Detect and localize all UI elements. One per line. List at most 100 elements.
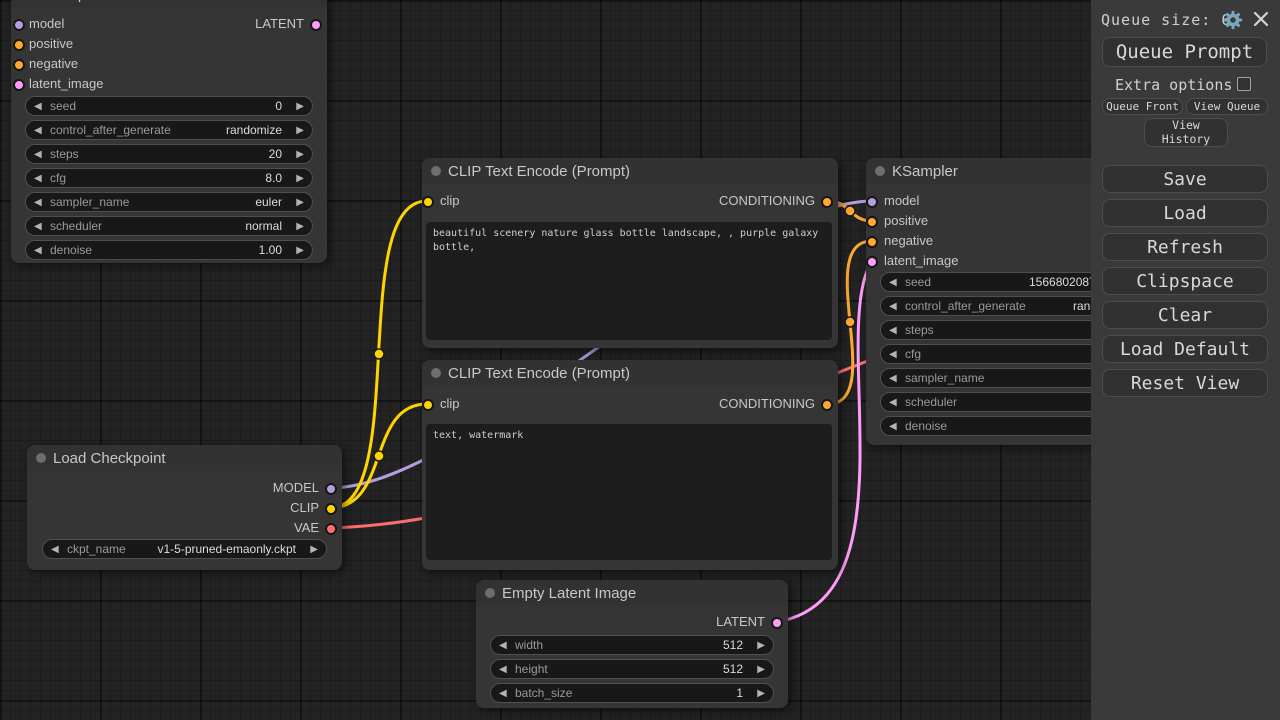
output-port-clip[interactable]: CLIP: [27, 498, 342, 518]
decrement-arrow-icon[interactable]: ◀: [34, 245, 42, 256]
decrement-arrow-icon[interactable]: ◀: [889, 325, 897, 336]
decrement-arrow-icon[interactable]: ◀: [34, 149, 42, 160]
increment-arrow-icon[interactable]: ▶: [296, 197, 304, 208]
decrement-arrow-icon[interactable]: ◀: [34, 125, 42, 136]
decrement-arrow-icon[interactable]: ◀: [34, 101, 42, 112]
output-port-model[interactable]: MODEL: [27, 478, 342, 498]
widget-cfg[interactable]: ◀ cfg 8.0 ▶: [25, 168, 313, 188]
port-dot[interactable]: [821, 399, 833, 411]
decrement-arrow-icon[interactable]: ◀: [889, 349, 897, 360]
clipspace-button[interactable]: Clipspace: [1102, 267, 1268, 295]
output-port-latent[interactable]: LATENT: [476, 612, 788, 632]
widget-ckpt-name[interactable]: ◀ ckpt_name v1-5-pruned-emaonly.ckpt ▶: [42, 539, 327, 559]
widget-height[interactable]: ◀ height 512 ▶: [490, 659, 774, 679]
decrement-arrow-icon[interactable]: ◀: [51, 544, 59, 555]
output-port-conditioning[interactable]: CONDITIONING: [422, 394, 838, 414]
port-dot[interactable]: [325, 503, 337, 515]
decrement-arrow-icon[interactable]: ◀: [499, 640, 507, 651]
output-port-vae[interactable]: VAE: [27, 518, 342, 538]
prompt-textarea[interactable]: beautiful scenery nature glass bottle la…: [426, 222, 832, 340]
increment-arrow-icon[interactable]: ▶: [757, 640, 765, 651]
increment-arrow-icon[interactable]: ▶: [296, 173, 304, 184]
queue-prompt-button[interactable]: Queue Prompt: [1102, 37, 1267, 67]
decrement-arrow-icon[interactable]: ◀: [34, 173, 42, 184]
increment-arrow-icon[interactable]: ▶: [296, 125, 304, 136]
decrement-arrow-icon[interactable]: ◀: [889, 277, 897, 288]
node-title-bar[interactable]: Load Checkpoint: [27, 445, 342, 471]
widget-width[interactable]: ◀ width 512 ▶: [490, 635, 774, 655]
load-default-button[interactable]: Load Default: [1102, 335, 1268, 363]
widget-sampler-name[interactable]: ◀ sampler_name euler ▶: [25, 192, 313, 212]
increment-arrow-icon[interactable]: ▶: [757, 664, 765, 675]
prompt-textarea[interactable]: text, watermark: [426, 424, 832, 560]
widget-seed[interactable]: ◀ seed 1566802087 ▶: [880, 272, 1154, 292]
input-port-model[interactable]: model: [11, 14, 327, 34]
port-dot[interactable]: [866, 256, 878, 268]
widget-seed[interactable]: ◀ seed 0 ▶: [25, 96, 313, 116]
port-dot[interactable]: [13, 79, 25, 91]
decrement-arrow-icon[interactable]: ◀: [499, 664, 507, 675]
clear-button[interactable]: Clear: [1102, 301, 1268, 329]
save-button[interactable]: Save: [1102, 165, 1268, 193]
port-dot[interactable]: [771, 617, 783, 629]
input-port-latent-image[interactable]: latent_image: [11, 74, 327, 94]
port-dot[interactable]: [13, 19, 25, 31]
output-port-latent[interactable]: LATENT: [11, 14, 327, 34]
node-title-bar[interactable]: KSampler: [11, 0, 327, 7]
decrement-arrow-icon[interactable]: ◀: [889, 421, 897, 432]
port-dot[interactable]: [325, 523, 337, 535]
node-empty-latent-image[interactable]: Empty Latent Image LATENT ◀ width 512 ▶ …: [476, 580, 788, 708]
decrement-arrow-icon[interactable]: ◀: [889, 397, 897, 408]
input-port-positive[interactable]: positive: [11, 34, 327, 54]
load-button[interactable]: Load: [1102, 199, 1268, 227]
widget-steps[interactable]: ◀ steps 20 ▶: [25, 144, 313, 164]
port-dot[interactable]: [866, 216, 878, 228]
queue-front-button[interactable]: Queue Front: [1102, 98, 1183, 115]
decrement-arrow-icon[interactable]: ◀: [34, 197, 42, 208]
port-dot[interactable]: [13, 59, 25, 71]
widget-control-after-generate[interactable]: ◀ control_after_generate randomize ▶: [25, 120, 313, 140]
node-load-checkpoint[interactable]: Load Checkpoint MODEL CLIP VAE ◀ ckpt_na…: [27, 445, 342, 570]
view-history-button[interactable]: View History: [1144, 118, 1228, 147]
node-title-bar[interactable]: CLIP Text Encode (Prompt): [422, 360, 838, 386]
port-label: positive: [884, 213, 929, 228]
widget-label: seed: [50, 99, 77, 113]
node-ksampler-left[interactable]: KSampler model positive negative latent_…: [11, 0, 327, 263]
increment-arrow-icon[interactable]: ▶: [310, 544, 318, 555]
increment-arrow-icon[interactable]: ▶: [296, 221, 304, 232]
decrement-arrow-icon[interactable]: ◀: [889, 373, 897, 384]
widget-denoise[interactable]: ◀ denoise 1.00 ▶: [25, 240, 313, 260]
increment-arrow-icon[interactable]: ▶: [296, 149, 304, 160]
link-dot[interactable]: [373, 348, 385, 360]
increment-arrow-icon[interactable]: ▶: [296, 245, 304, 256]
decrement-arrow-icon[interactable]: ◀: [889, 301, 897, 312]
link-dot[interactable]: [844, 316, 856, 328]
node-title-bar[interactable]: Empty Latent Image: [476, 580, 788, 606]
close-icon[interactable]: [1253, 11, 1269, 27]
view-queue-button[interactable]: View Queue: [1186, 98, 1268, 115]
increment-arrow-icon[interactable]: ▶: [757, 688, 765, 699]
output-port-conditioning[interactable]: CONDITIONING: [422, 191, 838, 211]
refresh-button[interactable]: Refresh: [1102, 233, 1268, 261]
widget-scheduler[interactable]: ◀ scheduler normal ▶: [25, 216, 313, 236]
link-dot[interactable]: [844, 205, 856, 217]
widget-batch-size[interactable]: ◀ batch_size 1 ▶: [490, 683, 774, 703]
node-title-bar[interactable]: CLIP Text Encode (Prompt): [422, 158, 838, 184]
node-clip-text-encode-negative[interactable]: CLIP Text Encode (Prompt) clip CONDITION…: [422, 360, 838, 570]
reset-view-button[interactable]: Reset View: [1102, 369, 1268, 397]
settings-gear-icon[interactable]: [1222, 9, 1244, 31]
port-dot[interactable]: [821, 196, 833, 208]
port-dot[interactable]: [866, 236, 878, 248]
port-dot[interactable]: [325, 483, 337, 495]
decrement-arrow-icon[interactable]: ◀: [34, 221, 42, 232]
port-dot[interactable]: [866, 196, 878, 208]
extra-options-checkbox[interactable]: [1237, 77, 1251, 91]
port-dot[interactable]: [13, 39, 25, 51]
link-dot[interactable]: [373, 450, 385, 462]
input-port-negative[interactable]: negative: [11, 54, 327, 74]
node-clip-text-encode-positive[interactable]: CLIP Text Encode (Prompt) clip CONDITION…: [422, 158, 838, 348]
port-dot[interactable]: [310, 19, 322, 31]
increment-arrow-icon[interactable]: ▶: [296, 101, 304, 112]
decrement-arrow-icon[interactable]: ◀: [499, 688, 507, 699]
